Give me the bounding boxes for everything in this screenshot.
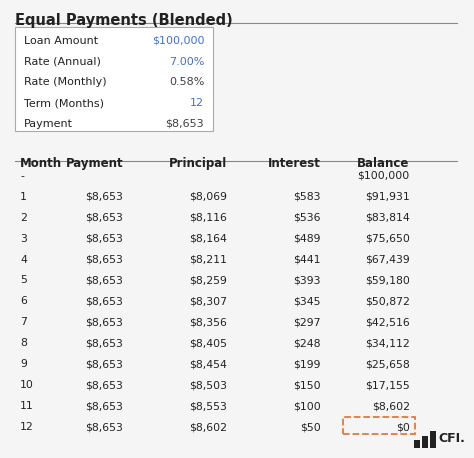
Text: $91,931: $91,931: [365, 192, 410, 202]
Text: $67,439: $67,439: [365, 255, 410, 265]
Text: $345: $345: [293, 296, 320, 306]
Text: $25,658: $25,658: [365, 359, 410, 369]
Text: $8,307: $8,307: [189, 296, 227, 306]
Text: $8,653: $8,653: [85, 276, 123, 285]
Text: $8,653: $8,653: [85, 338, 123, 349]
Text: 4: 4: [20, 255, 27, 265]
Text: $8,653: $8,653: [85, 192, 123, 202]
Text: $8,259: $8,259: [189, 276, 227, 285]
Text: 12: 12: [190, 98, 204, 108]
Text: 7.00%: 7.00%: [169, 57, 204, 66]
Text: $8,164: $8,164: [189, 234, 227, 244]
Text: $8,653: $8,653: [85, 255, 123, 265]
Text: $489: $489: [293, 234, 320, 244]
Text: 0.58%: 0.58%: [169, 77, 204, 87]
Text: $0: $0: [396, 422, 410, 432]
Text: $8,653: $8,653: [85, 296, 123, 306]
Text: 12: 12: [20, 422, 34, 432]
Text: Month: Month: [20, 157, 62, 170]
Text: -: -: [20, 171, 24, 181]
Text: $583: $583: [293, 192, 320, 202]
Text: Balance: Balance: [357, 157, 410, 170]
Text: $8,653: $8,653: [165, 119, 204, 129]
Text: 1: 1: [20, 192, 27, 202]
Text: $8,653: $8,653: [85, 401, 123, 411]
Text: $50: $50: [300, 422, 320, 432]
Text: Rate (Annual): Rate (Annual): [24, 57, 101, 66]
Text: $8,405: $8,405: [189, 338, 227, 349]
Text: $297: $297: [293, 317, 320, 327]
Text: $8,553: $8,553: [189, 401, 227, 411]
Text: $8,653: $8,653: [85, 359, 123, 369]
Text: $34,112: $34,112: [365, 338, 410, 349]
Text: $8,356: $8,356: [189, 317, 227, 327]
Text: $8,653: $8,653: [85, 234, 123, 244]
Text: $8,602: $8,602: [372, 401, 410, 411]
FancyBboxPatch shape: [430, 431, 436, 448]
Text: $50,872: $50,872: [365, 296, 410, 306]
Text: Principal: Principal: [168, 157, 227, 170]
Text: 6: 6: [20, 296, 27, 306]
Text: $441: $441: [293, 255, 320, 265]
Text: $8,454: $8,454: [189, 359, 227, 369]
Text: Payment: Payment: [66, 157, 123, 170]
Text: Interest: Interest: [268, 157, 320, 170]
Text: $8,653: $8,653: [85, 317, 123, 327]
Text: 8: 8: [20, 338, 27, 349]
Text: $8,653: $8,653: [85, 380, 123, 390]
Text: 9: 9: [20, 359, 27, 369]
Text: $8,503: $8,503: [189, 380, 227, 390]
Text: $75,650: $75,650: [365, 234, 410, 244]
Text: 2: 2: [20, 213, 27, 223]
Text: $150: $150: [293, 380, 320, 390]
Text: $17,155: $17,155: [365, 380, 410, 390]
Text: $8,602: $8,602: [189, 422, 227, 432]
FancyBboxPatch shape: [414, 440, 420, 448]
Text: $100,000: $100,000: [152, 36, 204, 46]
Text: $83,814: $83,814: [365, 213, 410, 223]
Text: $393: $393: [293, 276, 320, 285]
Text: $8,069: $8,069: [189, 192, 227, 202]
Text: 5: 5: [20, 276, 27, 285]
Text: $42,516: $42,516: [365, 317, 410, 327]
Text: Loan Amount: Loan Amount: [24, 36, 98, 46]
Text: $536: $536: [293, 213, 320, 223]
Text: $100: $100: [293, 401, 320, 411]
Text: 10: 10: [20, 380, 34, 390]
Text: $8,211: $8,211: [189, 255, 227, 265]
Text: Term (Months): Term (Months): [24, 98, 104, 108]
Text: $100,000: $100,000: [357, 171, 410, 181]
Text: CFI.: CFI.: [439, 432, 465, 445]
FancyBboxPatch shape: [16, 27, 212, 131]
Text: $59,180: $59,180: [365, 276, 410, 285]
Text: 11: 11: [20, 401, 34, 411]
Text: $8,116: $8,116: [189, 213, 227, 223]
Text: $199: $199: [293, 359, 320, 369]
Text: $248: $248: [293, 338, 320, 349]
FancyBboxPatch shape: [422, 436, 428, 448]
Text: Equal Payments (Blended): Equal Payments (Blended): [16, 13, 233, 28]
Text: Payment: Payment: [24, 119, 73, 129]
Text: 7: 7: [20, 317, 27, 327]
Text: $8,653: $8,653: [85, 422, 123, 432]
Text: 3: 3: [20, 234, 27, 244]
Text: Rate (Monthly): Rate (Monthly): [24, 77, 107, 87]
Text: $8,653: $8,653: [85, 213, 123, 223]
